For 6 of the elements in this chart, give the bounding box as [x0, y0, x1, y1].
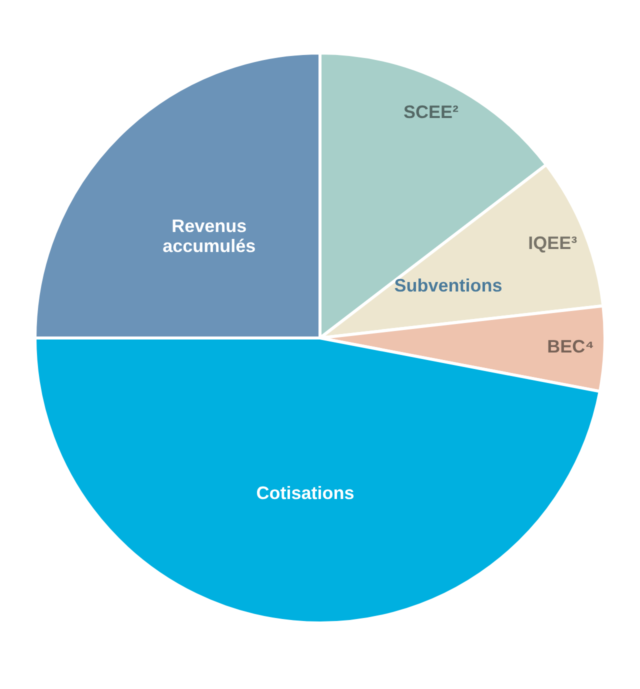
- slice-label: IQEE³: [528, 233, 578, 254]
- slice-label: BEC⁴: [547, 336, 594, 356]
- slice-label: SCEE²: [404, 102, 459, 122]
- slice-label: Cotisations: [256, 483, 354, 504]
- text: Subventions: [394, 276, 502, 296]
- slice-label: Revenus accumulés: [162, 216, 256, 256]
